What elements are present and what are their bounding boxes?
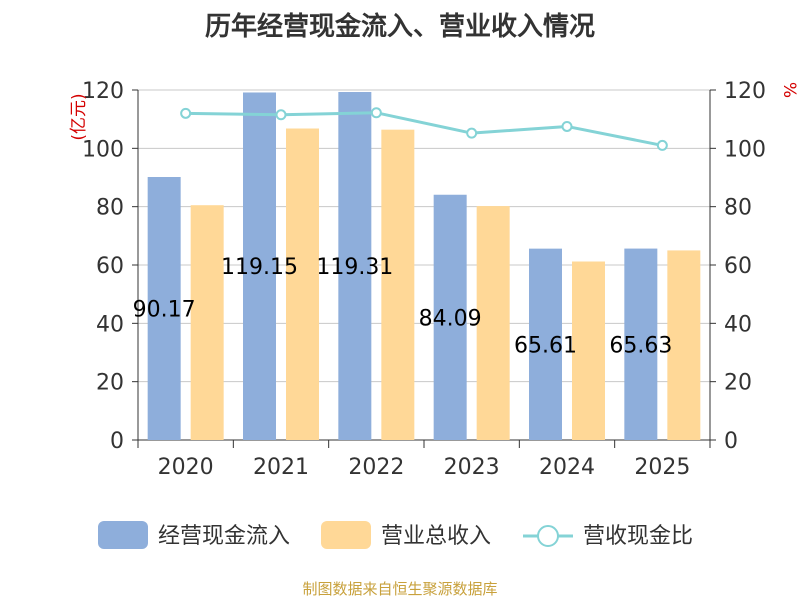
y2-tick-label: 120 (724, 79, 766, 104)
bar-revenue (476, 206, 510, 440)
bar-cash-inflow (624, 248, 658, 440)
legend-label-cash-inflow: 经营现金流入 (158, 524, 290, 549)
data-labels: 90.17 119.15 119.31 84.09 65.61 65.63 (133, 255, 673, 358)
y2-axis-label: % (779, 82, 799, 98)
bar-revenue (667, 250, 701, 440)
bar-cash-inflow (147, 177, 181, 441)
y-tick-label: 120 (82, 79, 124, 104)
chart-title: 历年经营现金流入、营业收入情况 (204, 12, 595, 42)
y2-tick-label: 0 (724, 429, 738, 454)
y-tick-label: 100 (82, 137, 124, 162)
bar-revenue (572, 261, 605, 440)
x-tick-label: 2022 (348, 455, 404, 480)
y2-tick-label: 40 (724, 312, 752, 337)
bar-cash-inflow (243, 92, 276, 441)
y2-tick-label: 100 (724, 137, 766, 162)
legend-label-ratio: 营收现金比 (583, 524, 693, 549)
ratio-point (656, 139, 668, 151)
y-tick-label: 40 (96, 312, 124, 337)
data-label-cash-inflow: 65.61 (514, 333, 577, 358)
legend: 经营现金流入 营业总收入 营收现金比 (98, 521, 693, 549)
y2-tick-label: 60 (724, 254, 752, 279)
gridlines (132, 89, 716, 448)
tick-labels: 0 20 40 60 80 100 120 0 20 40 60 80 100 120 2020 2021 20… (82, 79, 766, 480)
data-label-cash-inflow: 119.31 (316, 255, 393, 280)
line-layer (180, 107, 668, 151)
x-tick-label: 2025 (634, 455, 690, 480)
x-tick-label: 2023 (444, 455, 500, 480)
y-tick-label: 20 (96, 371, 124, 396)
y-tick-label: 0 (110, 429, 124, 454)
data-label-cash-inflow: 65.63 (609, 333, 672, 358)
x-tick-label: 2020 (158, 455, 214, 480)
ratio-point (180, 107, 192, 119)
y-tick-label: 80 (96, 196, 124, 221)
legend-swatch-cash-inflow (98, 521, 148, 549)
bar-layer (147, 92, 701, 441)
legend-swatch-revenue (321, 521, 371, 549)
data-label-cash-inflow: 84.09 (419, 306, 482, 331)
ratio-point (561, 120, 573, 132)
bar-cash-inflow (338, 92, 372, 440)
legend-marker-ratio (537, 525, 559, 547)
ratio-line (185, 111, 663, 147)
data-label-cash-inflow: 119.15 (221, 255, 298, 280)
y2-tick-label: 20 (724, 371, 752, 396)
y-axis-label: (亿元) (69, 93, 89, 140)
bar-cash-inflow (433, 194, 467, 440)
axes (137, 90, 711, 441)
bar-revenue (381, 129, 415, 440)
y-tick-label: 60 (96, 254, 124, 279)
source-note: 制图数据来自恒生聚源数据库 (302, 580, 498, 598)
y2-tick-label: 80 (724, 196, 752, 221)
bar-revenue (286, 128, 319, 440)
ratio-point (275, 109, 287, 121)
x-tick-label: 2021 (253, 455, 309, 480)
data-label-cash-inflow: 90.17 (133, 298, 196, 323)
bar-revenue (190, 205, 224, 440)
x-tick-label: 2024 (539, 455, 595, 480)
ratio-point (466, 127, 478, 139)
bar-cash-inflow (529, 248, 562, 440)
ratio-point (370, 107, 382, 119)
legend-label-revenue: 营业总收入 (381, 524, 491, 549)
